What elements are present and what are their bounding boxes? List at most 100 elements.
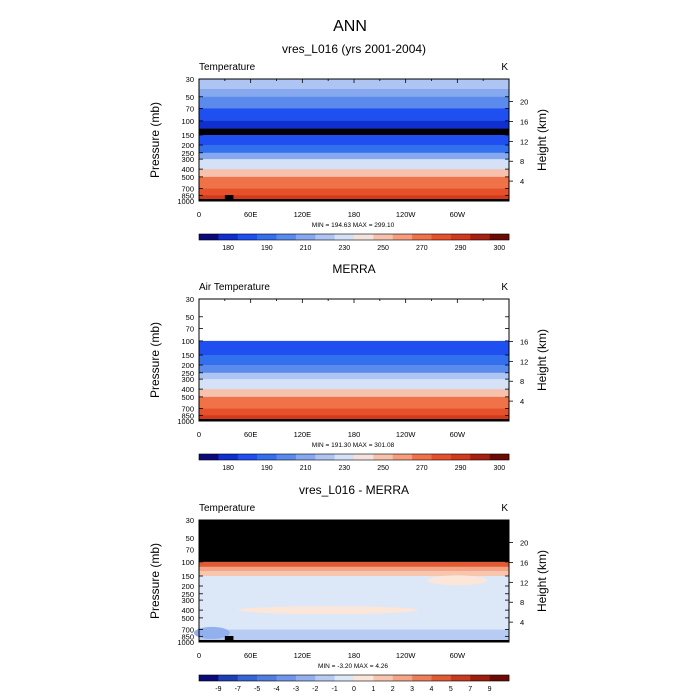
colorbar-label: 250 [377,245,389,252]
colorbar-label: 290 [455,465,467,472]
min-max-stats: MIN = 194.63 MAX = 299.10 [312,222,395,229]
colorbar-swatch [315,454,335,460]
y2-tick-label: 16 [520,558,528,567]
y-tick-label: 850 [181,632,194,641]
colorbar-swatch [431,454,452,460]
min-max-stats: MIN = 191.30 MAX = 301.08 [312,442,395,449]
x-tick-label: 180 [348,651,361,660]
y-tick-label: 250 [181,369,194,378]
contour-band [199,389,509,398]
colorbar-label: -7 [235,686,241,693]
colorbar-swatch [354,454,374,460]
x-tick-label: 120W [396,430,417,439]
y-tick-label: 250 [181,590,194,599]
colorbar-swatch [334,234,355,240]
contour-band [199,79,509,90]
y2-tick-label: 12 [520,357,528,366]
y-tick-label: 150 [181,131,194,140]
y-tick-label: 1000 [177,197,194,206]
contour-band [199,145,509,154]
colorbar-label: 1 [371,686,375,693]
x-tick-label: 180 [348,210,361,219]
y-tick-label: 850 [181,411,194,420]
y-tick-label: 30 [186,516,194,525]
colorbar-swatch [392,675,413,681]
y-tick-label: 70 [186,545,194,554]
contour-band [199,629,509,637]
colorbar-swatch [489,454,510,460]
y-tick-label: 300 [181,375,194,384]
y2-tick-label: 4 [520,618,524,627]
contour-band [199,195,509,202]
y2-tick-label: 4 [520,397,524,406]
surface-line [199,419,509,421]
y-tick-label: 200 [181,361,194,370]
surface-line [199,199,509,201]
y-tick-label: 500 [181,393,194,402]
y-tick-label: 300 [181,155,194,164]
y-tick-label: 50 [186,534,194,543]
colorbar-swatch [373,675,394,681]
contour-band [199,571,509,577]
y-tick-label: 150 [181,351,194,360]
topography-block [224,636,234,642]
panel-title: vres_L016 (yrs 2001-2004) [282,42,426,56]
contour-band [199,169,509,178]
contour-band [199,561,509,568]
colorbar-swatch [276,675,297,681]
nodata-region [199,520,509,562]
colorbar-swatch [392,234,413,240]
colorbar-label: 300 [493,245,505,252]
contour-band [199,188,509,196]
variable-label: Temperature [199,503,256,514]
contour-band [199,89,509,98]
colorbar-label: -1 [332,686,338,693]
y2-axis-label: Height (km) [535,109,549,171]
colorbar-label: 250 [377,465,389,472]
y2-axis-label: Height (km) [535,329,549,391]
y-tick-label: 150 [181,572,194,581]
contour-band [199,340,509,351]
colorbar-label: 190 [261,465,273,472]
y-tick-label: 400 [181,606,194,615]
figure-title: ANN [333,18,367,35]
colorbar-swatch [199,234,219,240]
y2-tick-label: 12 [520,578,528,587]
colorbar-swatch [295,454,316,460]
y-tick-label: 100 [181,558,194,567]
variable-label: Temperature [199,62,256,73]
y-tick-label: 1000 [177,638,194,647]
colorbar-swatch [334,454,355,460]
colorbar-label: 0 [352,686,356,693]
colorbar-swatch [489,234,510,240]
contour-band [199,610,509,619]
colorbar-label: 290 [455,245,467,252]
colorbar-label: 210 [300,465,312,472]
x-tick-label: 60W [450,430,466,439]
contour-band [199,408,509,416]
panel-model: vres_L016 (yrs 2001-2004) Temperature K 30 5… [148,42,549,252]
surface-line [199,640,509,642]
colorbar-swatch [392,454,413,460]
colorbar-swatch [315,675,335,681]
y-tick-label: 400 [181,165,194,174]
colorbar-swatch [295,234,316,240]
y-tick-label: 50 [186,313,194,322]
contour-band [199,120,509,130]
y-tick-label: 70 [186,324,194,333]
y-tick-label: 400 [181,385,194,394]
x-tick-label: 0 [197,651,201,660]
x-tick-label: 60E [244,430,257,439]
y-tick-label: 700 [181,185,194,194]
colorbar-label: 210 [300,245,312,252]
colorbar-label: 230 [338,245,350,252]
colorbar-swatch [334,675,355,681]
topography-block [224,195,234,201]
x-tick-label: 60W [450,651,466,660]
y2-tick-label: 8 [520,377,524,386]
contour-band [199,152,509,160]
contour-feature [238,606,419,615]
colorbar-swatch [295,675,316,681]
colorbar-label: 180 [222,245,234,252]
